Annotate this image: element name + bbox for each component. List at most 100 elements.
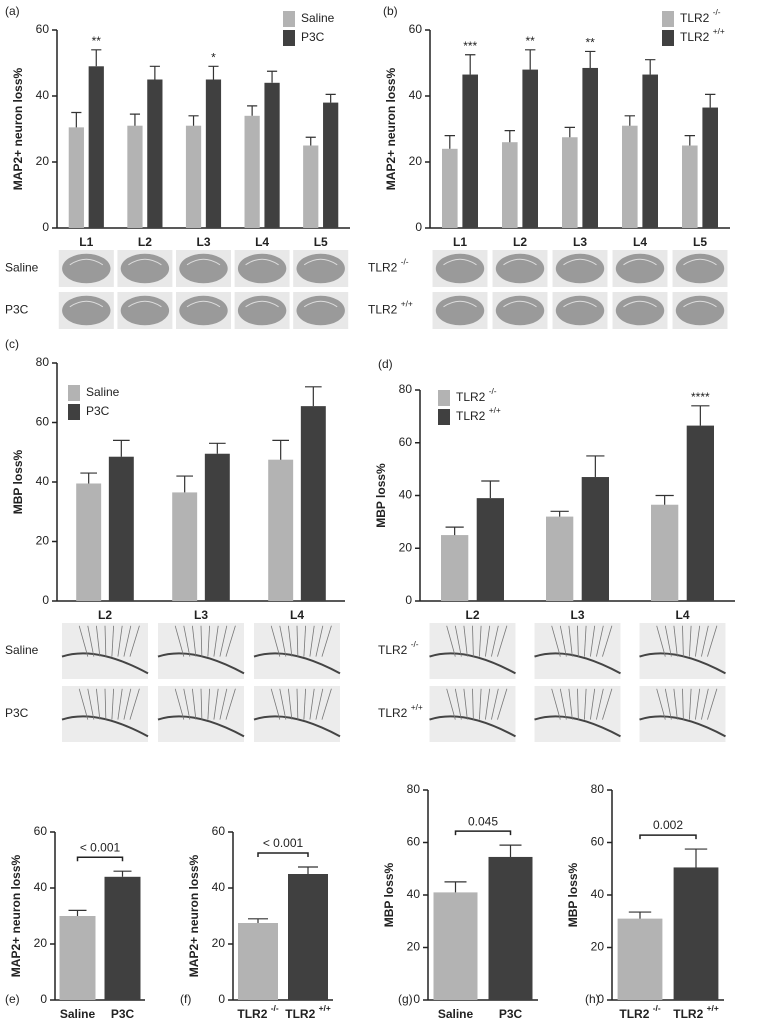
bar	[104, 876, 141, 1000]
bar	[172, 492, 198, 601]
error-bar	[248, 918, 268, 923]
significance-label: **	[526, 34, 536, 48]
legend-swatch	[283, 11, 295, 27]
legend-label: TLR2 +/+	[456, 405, 501, 423]
bar	[442, 148, 458, 228]
error-bar	[444, 135, 455, 149]
comparison-bracket	[639, 834, 697, 840]
fiber	[590, 625, 596, 657]
fiber	[123, 625, 132, 657]
bar	[642, 74, 658, 228]
error-bar	[266, 70, 278, 83]
fiber	[485, 688, 491, 720]
fiber	[568, 625, 573, 657]
fiber	[664, 625, 672, 657]
fiber	[682, 625, 684, 657]
brain-detail	[245, 300, 279, 308]
brain-slice	[237, 295, 287, 326]
error-bar	[504, 130, 515, 143]
image-row-label: TLR2 -/-	[368, 257, 409, 275]
image-row-label: TLR2 +/+	[368, 299, 413, 317]
x-tick-label: L1	[453, 235, 467, 249]
bar	[651, 504, 679, 601]
legend-swatch	[283, 30, 295, 46]
fiber	[213, 688, 219, 720]
brain-detail	[303, 258, 338, 266]
bar	[147, 79, 163, 228]
x-tick-label: L2	[513, 235, 527, 249]
x-tick-label: TLR2 +/+	[285, 1003, 331, 1020]
fiber	[104, 688, 107, 720]
bar	[581, 477, 609, 601]
comparison-bracket	[76, 856, 124, 862]
fiber	[707, 625, 718, 657]
error-bar	[209, 442, 226, 454]
fiber-tract	[534, 652, 621, 675]
fiber	[491, 625, 499, 657]
image-row-label: TLR2 +/+	[378, 702, 423, 720]
panel-label: (g)	[398, 992, 413, 1006]
image-row-label: P3C	[5, 303, 29, 317]
fiber	[577, 625, 579, 657]
y-tick-label: 60	[36, 415, 50, 429]
x-tick-label: L4	[255, 235, 269, 249]
brain-detail	[503, 258, 537, 266]
bar	[673, 867, 719, 1000]
y-tick-label: 0	[218, 992, 225, 1006]
error-bar	[691, 405, 710, 426]
fiber-tract	[639, 652, 726, 675]
significance-label: **	[586, 36, 596, 50]
fiber	[296, 688, 299, 720]
fiber	[491, 688, 499, 720]
x-tick-label: L4	[675, 608, 689, 622]
y-tick-label: 0	[597, 992, 604, 1006]
panel: (h) MBP loss% 0 20 40 60 80 TLR2 -/- TLR2 +/+ 0.0…	[566, 782, 724, 1020]
bar	[502, 142, 518, 228]
fiber	[577, 688, 579, 720]
bar	[88, 66, 104, 228]
fiber	[673, 625, 678, 657]
fiber	[568, 688, 573, 720]
brain-detail	[623, 300, 657, 308]
brain-detail	[563, 300, 597, 308]
y-tick-label: 40	[34, 880, 48, 894]
error-bar	[445, 526, 464, 536]
fiber	[446, 688, 456, 720]
fiber	[200, 625, 203, 657]
fiber	[309, 688, 315, 720]
fiber	[104, 625, 107, 657]
x-tick-label: L3	[573, 235, 587, 249]
fiber	[279, 688, 287, 720]
panel-label: (c)	[5, 337, 19, 351]
brain-detail	[186, 300, 221, 308]
panel: (g) MBP loss% 0 20 40 60 80 Saline P3C 0.045	[382, 782, 538, 1020]
y-axis-label: MAP2+ neuron loss%	[187, 854, 201, 977]
error-bar	[71, 111, 82, 128]
x-tick-label: Saline	[60, 1007, 96, 1020]
panel: (c) MBP loss% 0 20 40 60 80 L2 L3 L4 Saline P3C Sali…	[5, 337, 345, 742]
brain-detail	[69, 300, 104, 308]
fiber	[478, 688, 482, 720]
error-bar	[684, 848, 708, 868]
brain-slice	[435, 253, 485, 284]
error-bar	[499, 844, 522, 857]
error-bar	[188, 115, 199, 126]
fiber	[664, 688, 672, 720]
fiber	[270, 688, 281, 720]
bar	[682, 145, 698, 228]
error-bar	[628, 911, 652, 919]
y-tick-label: 20	[399, 540, 413, 554]
error-bar	[91, 49, 102, 67]
bar	[244, 115, 260, 228]
fiber	[309, 625, 315, 657]
error-bar	[564, 126, 575, 138]
brain-slice	[615, 295, 665, 326]
y-tick-label: 20	[34, 936, 48, 950]
fiber	[454, 688, 462, 720]
y-tick-label: 40	[36, 474, 50, 488]
fiber-tract	[534, 715, 621, 738]
y-tick-label: 60	[34, 824, 48, 838]
brain-detail	[443, 258, 477, 266]
